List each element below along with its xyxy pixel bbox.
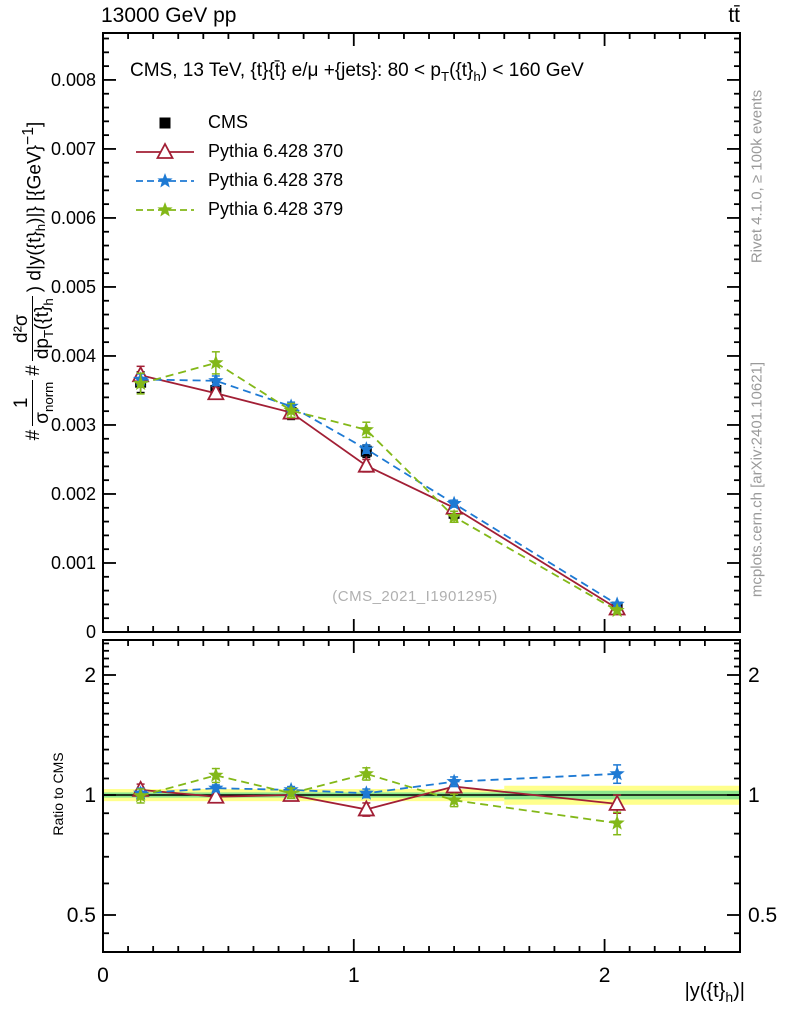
series-line (140, 772, 618, 825)
marker-open-triangle (206, 786, 225, 804)
y-label-fraction-norm: 1 σnorm (11, 379, 56, 426)
rivet-version-note: Rivet 4.1.0, ≥ 100k events (748, 89, 766, 264)
marker-star (609, 602, 625, 618)
marker-star (133, 787, 149, 803)
marker-open-triangle (206, 383, 225, 401)
tick-label: 0 (97, 964, 109, 987)
marker-star (133, 375, 149, 391)
tick-label: 0.002 (51, 484, 96, 504)
legend-label: CMS (208, 112, 248, 132)
y-label-frac1-numerator: 1 (11, 379, 34, 426)
series-main-pythia-6-428-378 (133, 371, 625, 611)
tick-label: 0.004 (51, 346, 96, 366)
marker-star (609, 815, 625, 830)
main-panel-frame (102, 32, 741, 633)
legend-label: Pythia 6.428 378 (208, 170, 344, 190)
marker-star (358, 765, 374, 781)
legend-item-pythia-6-428-370: Pythia 6.428 370 (134, 137, 343, 166)
tick-label: 0.007 (51, 139, 96, 159)
marker-star (446, 495, 462, 511)
tick-label: 1 (748, 784, 760, 807)
marker-star (609, 765, 625, 781)
series-line (140, 772, 618, 795)
tick-label: 0.008 (51, 70, 96, 90)
series-main-pythia-6-428-379 (133, 351, 625, 618)
legend: CMS Pythia 6.428 370 Pythia 6.428 378 Pythi… (134, 108, 343, 224)
tick-label: 0.5 (67, 904, 96, 927)
marker-star (157, 201, 173, 216)
marker-star (358, 421, 374, 437)
process-label: tt̄ (728, 4, 740, 27)
marker-star (446, 773, 462, 789)
ratio-panel-frame (102, 639, 741, 953)
marker-open-triangle (155, 141, 175, 159)
legend-swatch-star (136, 172, 194, 187)
ratio-axis-label: Ratio to CMS (50, 752, 66, 836)
y-label-frac1-denominator: σnorm (32, 381, 56, 424)
tick-label: 0.001 (51, 553, 96, 573)
legend-swatch-triangle-open (136, 141, 194, 159)
tick-label: 1 (84, 784, 96, 807)
y-label-frac2-denominator: dpT({t}h (32, 298, 56, 360)
legend-label: Pythia 6.428 379 (208, 199, 344, 219)
tick-label: 2 (599, 964, 611, 987)
y-label-hash-2: # (23, 365, 44, 376)
series-main-pythia-6-428-370 (131, 365, 627, 616)
series-line (140, 785, 618, 811)
marker-open-triangle (608, 793, 627, 811)
y-label-frac2-numerator: d²σ (11, 296, 34, 362)
tick-label: 0.006 (51, 208, 96, 228)
y-label-fraction-xsec: d²σ dpT({t}h (11, 296, 56, 362)
tick-label: 2 (748, 664, 760, 687)
legend-item-pythia-6-428-378: Pythia 6.428 378 (134, 166, 343, 195)
marker-open-triangle (357, 455, 376, 473)
tick-label: 1 (348, 964, 360, 987)
series-ratio-pythia-6-428-379 (133, 765, 625, 836)
legend-item-pythia-6-428-379: Pythia 6.428 379 (134, 195, 343, 224)
tick-label: 2 (84, 664, 96, 687)
series-line (140, 361, 618, 612)
legend-swatch-square (159, 117, 171, 128)
marker-star (446, 792, 462, 807)
axis-ticks (102, 33, 740, 952)
marker-star (157, 172, 173, 187)
y-axis-label: # 1 σnorm # d²σ dpT({t}h ) d|y({t}h)|} [… (5, 51, 63, 511)
y-label-hash-1: # (23, 429, 44, 441)
series-main-cms (135, 371, 623, 613)
y-label-units: ) d|y({t}h)|} [{GeV}−1] (19, 121, 49, 293)
x-axis-label: |y({t}h)| (684, 980, 745, 1005)
panel-frames (102, 32, 741, 953)
marker-star (208, 780, 224, 795)
legend-swatch-star (136, 201, 194, 216)
analysis-id-watermark: (CMS_2021_I1901295) (332, 588, 498, 605)
marker-star (283, 785, 299, 800)
marker-star (283, 402, 299, 417)
series-line (140, 374, 618, 610)
marker-star (358, 441, 374, 456)
marker-star (358, 785, 374, 800)
series-line (140, 378, 618, 606)
marker-square (159, 117, 171, 128)
marker-open-triangle (357, 799, 376, 817)
mcplots-arxiv-note: mcplots.cern.ch [arXiv:2401.10621] (748, 361, 766, 598)
marker-star (446, 508, 462, 524)
tick-label: 0.5 (748, 904, 777, 927)
tick-label: 0.003 (51, 415, 96, 435)
plot-title: CMS, 13 TeV, {t}{t̄} e/μ +{jets}: 80 < p… (130, 60, 584, 84)
beam-energy-label: 13000 GeV pp (101, 4, 237, 27)
marker-star (208, 372, 224, 388)
legend-label: Pythia 6.428 370 (208, 141, 344, 161)
tick-label: 0 (86, 622, 96, 642)
tick-labels: 0 0.001 0.002 0.003 0.004 0.005 0.006 0.007 0.00… (51, 70, 777, 987)
tick-label: 0.005 (51, 277, 96, 297)
legend-item-cms: CMS (134, 108, 343, 137)
marker-star (208, 767, 224, 782)
marker-star (208, 354, 224, 370)
